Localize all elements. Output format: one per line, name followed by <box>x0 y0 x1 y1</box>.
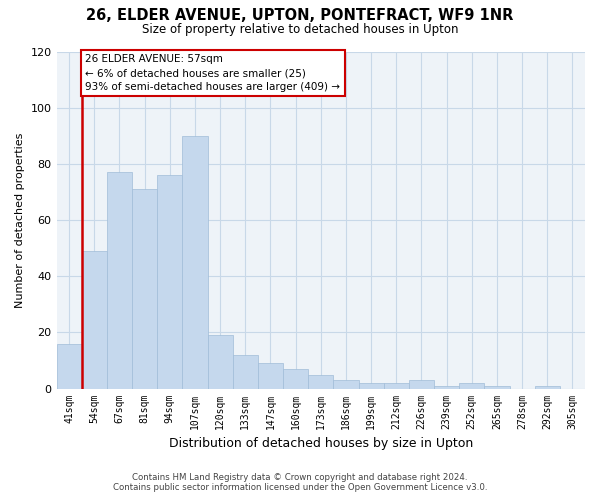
Bar <box>233 355 258 388</box>
Bar <box>484 386 509 388</box>
Bar <box>459 383 484 388</box>
Bar <box>157 175 182 388</box>
Text: Contains HM Land Registry data © Crown copyright and database right 2024.
Contai: Contains HM Land Registry data © Crown c… <box>113 473 487 492</box>
Bar <box>535 386 560 388</box>
Text: 26 ELDER AVENUE: 57sqm
← 6% of detached houses are smaller (25)
93% of semi-deta: 26 ELDER AVENUE: 57sqm ← 6% of detached … <box>85 54 340 92</box>
Bar <box>82 251 107 388</box>
Bar <box>258 364 283 388</box>
Bar <box>208 335 233 388</box>
Bar <box>434 386 459 388</box>
Bar <box>182 136 208 388</box>
Bar <box>383 383 409 388</box>
Bar <box>132 189 157 388</box>
Y-axis label: Number of detached properties: Number of detached properties <box>15 132 25 308</box>
Text: Size of property relative to detached houses in Upton: Size of property relative to detached ho… <box>142 22 458 36</box>
Bar <box>283 369 308 388</box>
Bar <box>409 380 434 388</box>
Bar <box>56 344 82 388</box>
Bar <box>359 383 383 388</box>
Bar <box>308 374 334 388</box>
Bar <box>334 380 359 388</box>
Bar <box>107 172 132 388</box>
Text: 26, ELDER AVENUE, UPTON, PONTEFRACT, WF9 1NR: 26, ELDER AVENUE, UPTON, PONTEFRACT, WF9… <box>86 8 514 22</box>
X-axis label: Distribution of detached houses by size in Upton: Distribution of detached houses by size … <box>169 437 473 450</box>
